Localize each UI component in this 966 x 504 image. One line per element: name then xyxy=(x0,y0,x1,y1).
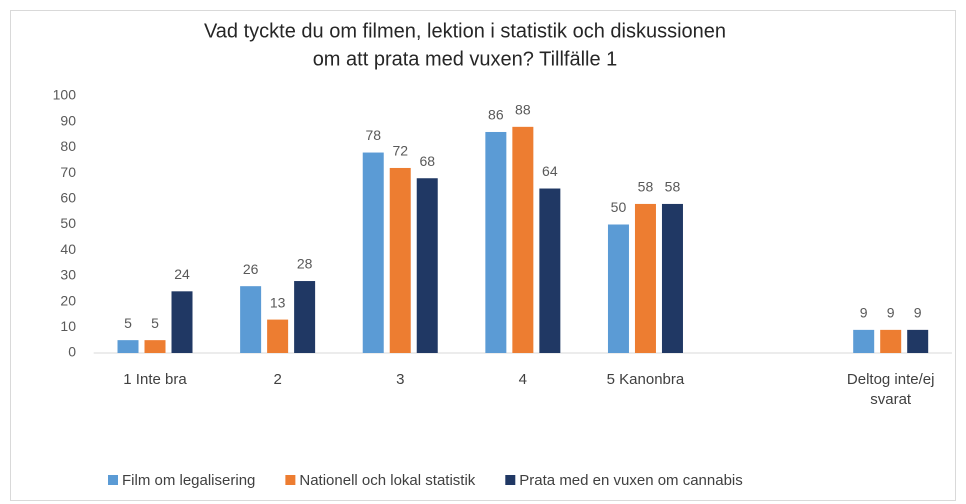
x-tick-label: Deltog inte/ej svarat xyxy=(846,371,935,408)
data-label: 78 xyxy=(365,127,381,143)
bar xyxy=(607,224,629,353)
data-label: 9 xyxy=(887,305,895,321)
data-label: 28 xyxy=(297,256,313,272)
bar xyxy=(171,291,193,353)
data-label: 88 xyxy=(515,102,531,118)
legend-label: Film om legalisering xyxy=(122,472,255,489)
data-label: 9 xyxy=(914,305,922,321)
data-label: 9 xyxy=(860,305,868,321)
chart-title: Vad tyckte du om filmen, lektion i stati… xyxy=(204,20,726,42)
data-label: 50 xyxy=(611,199,627,215)
bar xyxy=(294,281,316,353)
data-label: 13 xyxy=(270,294,286,310)
data-label: 86 xyxy=(488,107,504,123)
y-tick-label: 30 xyxy=(60,267,76,283)
bar xyxy=(267,319,289,353)
data-label: 24 xyxy=(174,266,190,282)
bar xyxy=(144,340,166,353)
data-label: 5 xyxy=(151,315,159,331)
bar xyxy=(362,152,384,353)
data-label: 5 xyxy=(124,315,132,331)
bar xyxy=(661,203,683,353)
y-tick-label: 20 xyxy=(60,292,76,308)
data-label: 64 xyxy=(542,163,558,179)
data-label: 72 xyxy=(392,143,408,159)
y-tick-label: 10 xyxy=(60,318,76,334)
y-tick-label: 70 xyxy=(60,164,76,180)
bar xyxy=(880,329,902,353)
y-tick-label: 50 xyxy=(60,215,76,231)
legend-swatch xyxy=(285,475,296,485)
data-label: 68 xyxy=(419,153,435,169)
bar xyxy=(634,203,656,353)
y-tick-label: 80 xyxy=(60,138,76,154)
y-tick-label: 90 xyxy=(60,112,76,128)
y-tick-label: 60 xyxy=(60,190,76,206)
legend-swatch xyxy=(505,475,516,485)
legend-swatch xyxy=(108,475,118,485)
bar xyxy=(539,188,561,353)
chart-title: om att prata med vuxen? Tillfälle 1 xyxy=(313,48,618,70)
legend-label: Prata med en vuxen om cannabis xyxy=(519,472,742,489)
data-label: 58 xyxy=(665,179,681,195)
bar xyxy=(853,329,875,353)
data-label: 58 xyxy=(638,179,654,195)
chart-frame xyxy=(10,10,956,501)
y-tick-label: 0 xyxy=(68,344,76,360)
bar xyxy=(485,131,507,353)
y-tick-label: 40 xyxy=(60,241,76,257)
y-tick-label: 100 xyxy=(53,87,77,103)
x-tick-label: 2 xyxy=(273,371,282,388)
x-tick-label: 1 Inte bra xyxy=(123,371,187,388)
data-label: 26 xyxy=(243,261,259,277)
bar xyxy=(117,340,139,353)
bar xyxy=(907,329,929,353)
bar xyxy=(240,286,262,353)
bar xyxy=(512,126,534,353)
bar xyxy=(389,167,411,353)
x-tick-label: 5 Kanonbra xyxy=(606,371,685,388)
x-tick-label: 4 xyxy=(518,371,528,388)
bar xyxy=(416,178,438,353)
x-tick-label: 3 xyxy=(396,371,405,388)
legend-label: Nationell och lokal statistik xyxy=(299,472,475,489)
